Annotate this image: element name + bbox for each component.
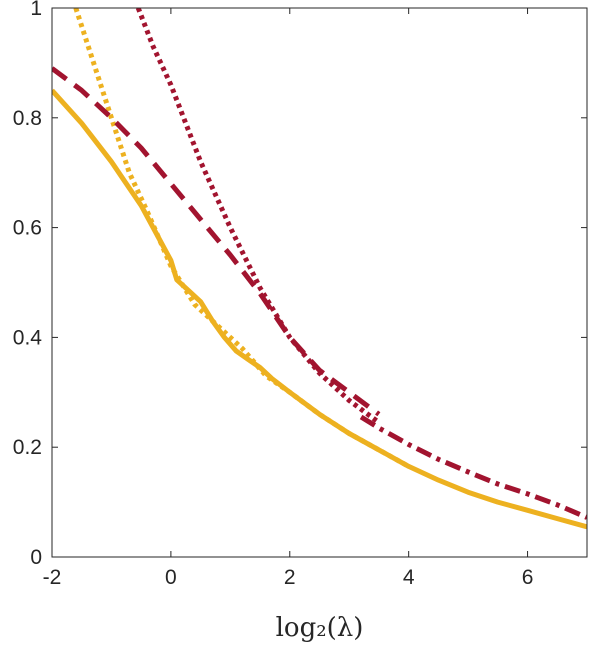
y-tick-label: 0.8 — [13, 107, 42, 130]
x-tick-label: 0 — [165, 566, 177, 589]
y-tick-label: 0.6 — [13, 217, 42, 240]
y-tick-label: 1 — [30, 0, 42, 20]
y-tick-label: 0.2 — [13, 436, 42, 459]
plot-frame — [51, 7, 588, 558]
x-tick-label: 6 — [522, 566, 534, 589]
x-tick-label: 2 — [284, 566, 296, 589]
x-tick-label: -2 — [43, 566, 62, 589]
y-tick-label: 0.4 — [13, 326, 43, 349]
y-tick-label: 0 — [30, 546, 42, 569]
series-line-2 — [73, 8, 410, 469]
x-axis-label: log₂(λ) — [276, 613, 364, 643]
plot-series — [52, 8, 587, 530]
x-tick-label: 4 — [403, 566, 415, 589]
series-line-5 — [359, 414, 587, 520]
axis-ticks: -2 0 2 4 600.20.40.60.81 — [13, 0, 587, 589]
series-line-3 — [52, 66, 381, 417]
